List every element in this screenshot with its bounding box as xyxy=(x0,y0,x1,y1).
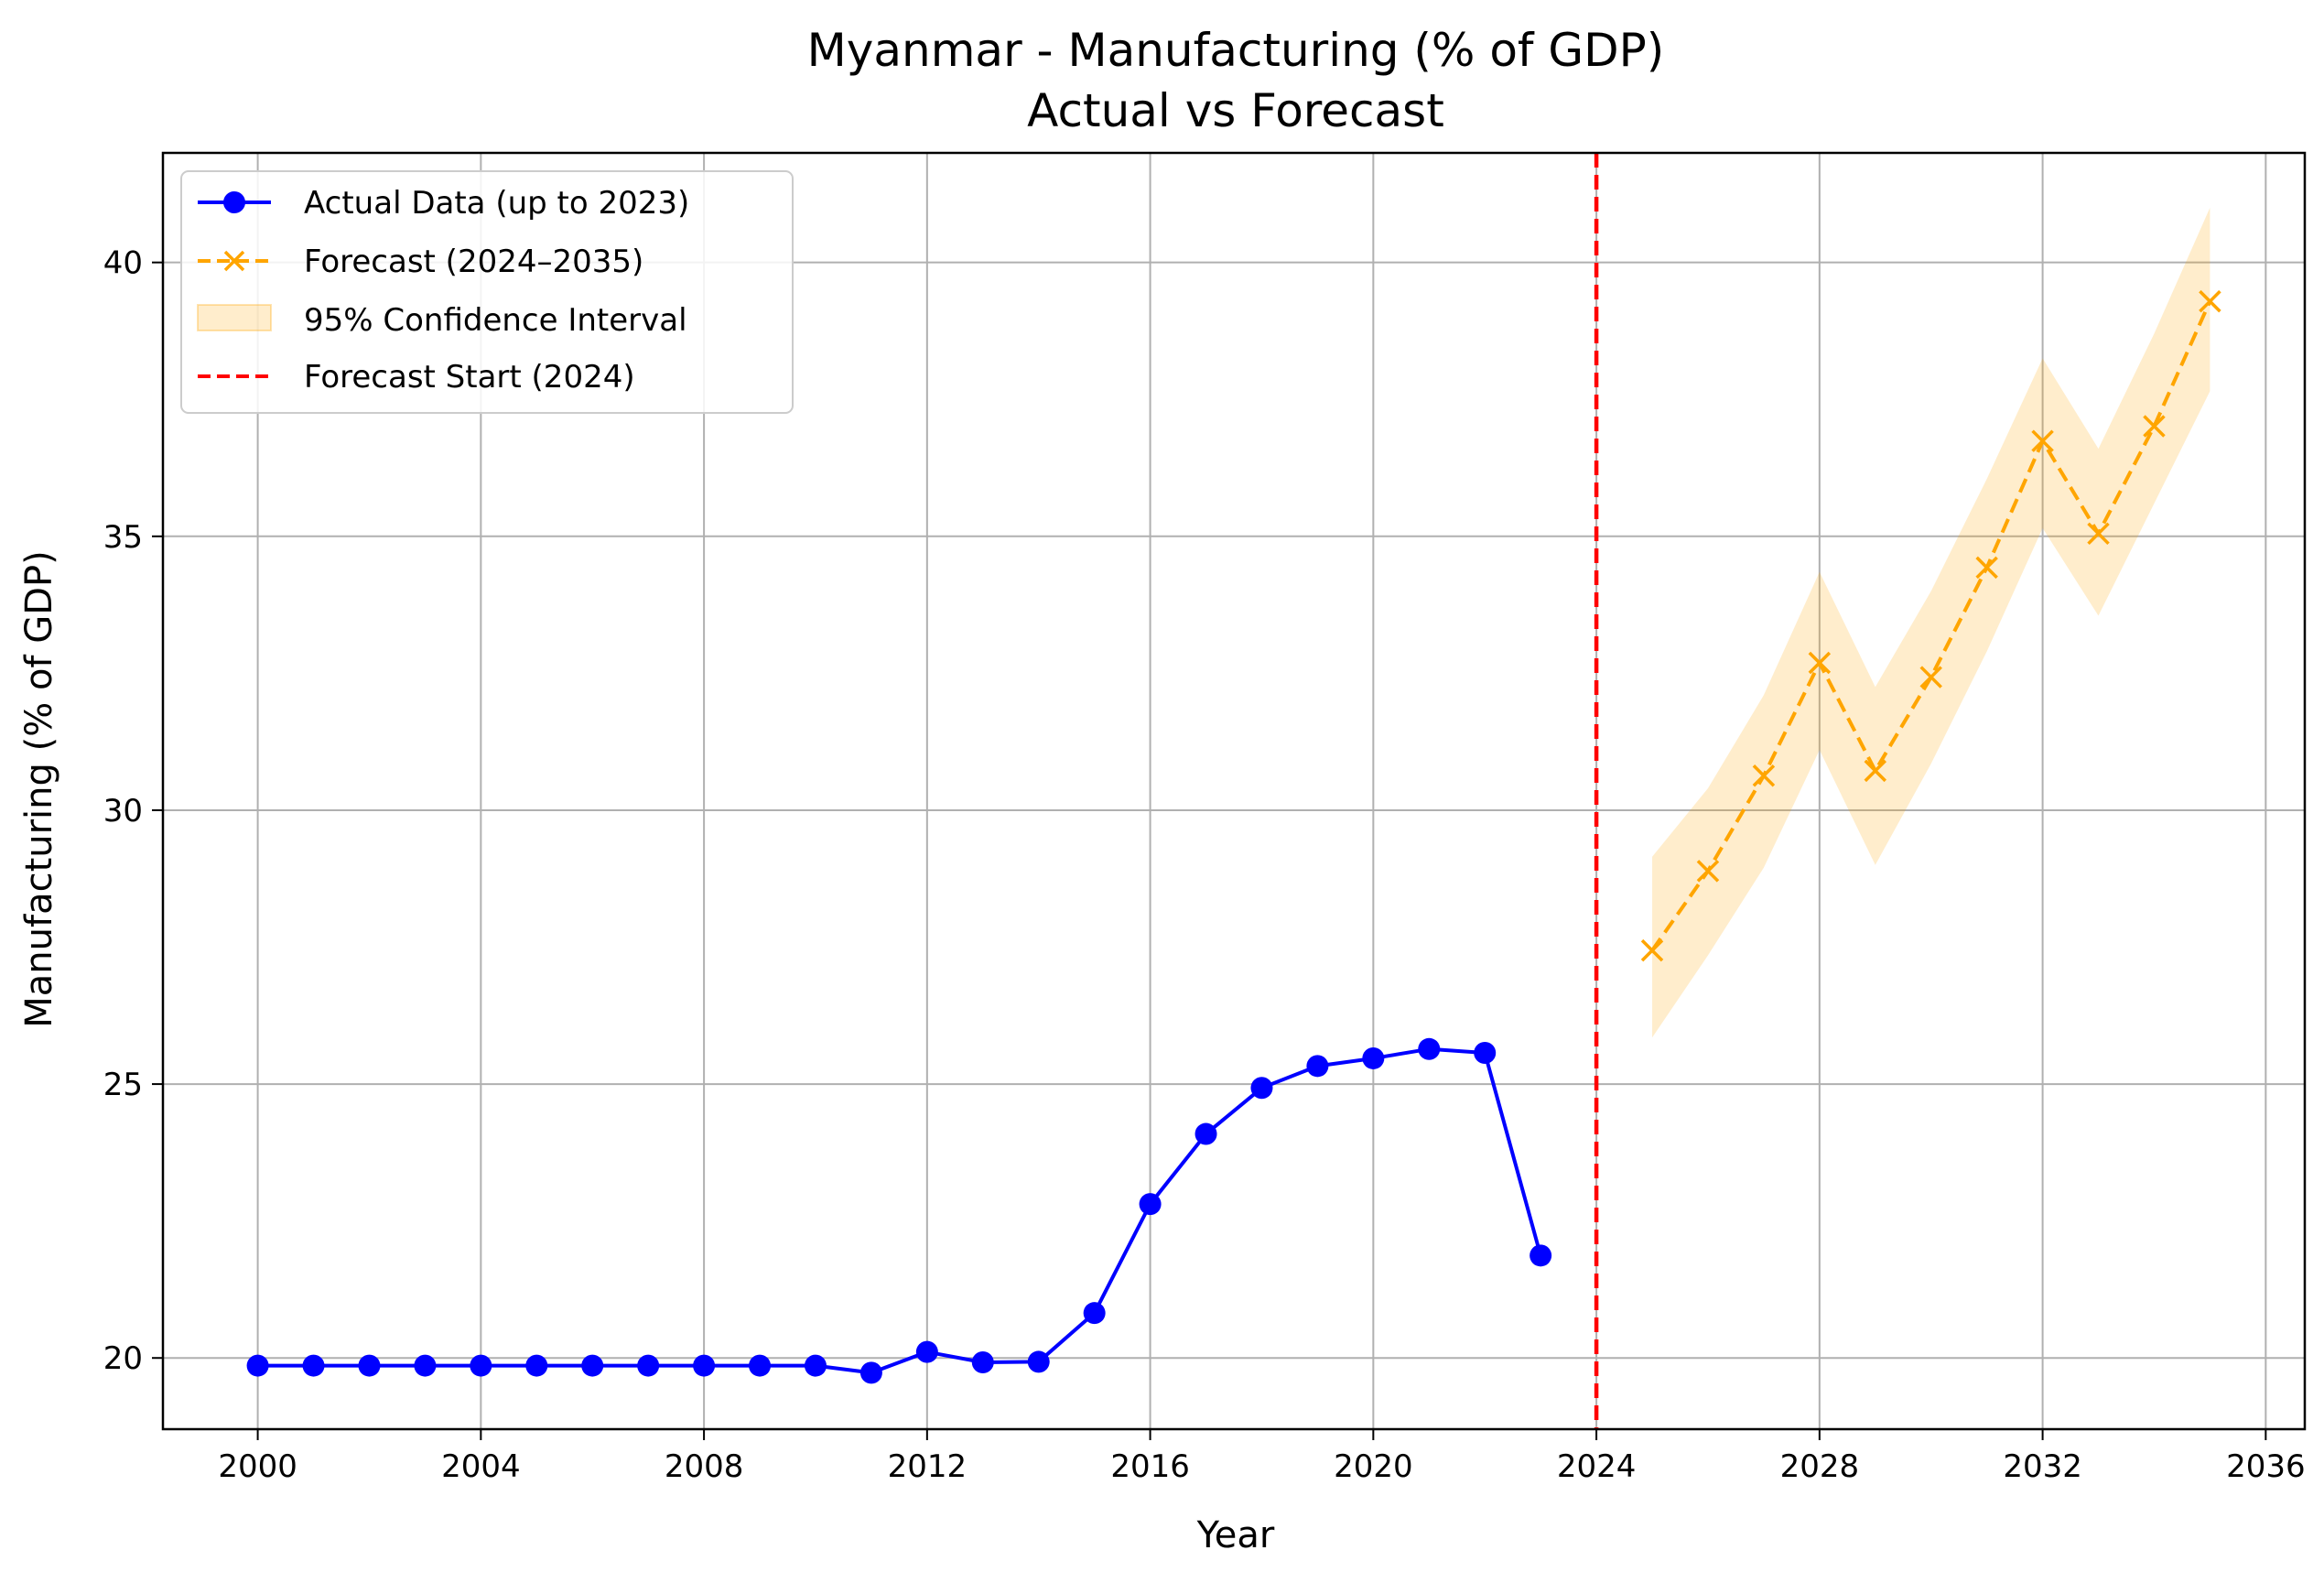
forecast-data-point xyxy=(1640,938,1664,962)
actual-data-point xyxy=(1418,1037,1441,1060)
forecast-data-point xyxy=(1864,759,1887,783)
y-tick-label: 35 xyxy=(103,519,143,556)
legend-vline-label: Forecast Start (2024) xyxy=(304,359,635,396)
legend-box xyxy=(180,170,794,414)
y-tick-label: 30 xyxy=(103,793,143,829)
actual-data-point xyxy=(358,1354,381,1377)
x-tick-label: 2032 xyxy=(2003,1448,2082,1485)
legend-actual-label: Actual Data (up to 2023) xyxy=(304,185,689,222)
x-tick-label: 2000 xyxy=(218,1448,297,1485)
actual-data-point xyxy=(637,1354,660,1377)
actual-data-point xyxy=(1362,1046,1385,1069)
series-markers xyxy=(246,289,2221,1384)
actual-data-point xyxy=(302,1354,325,1377)
actual-data-point xyxy=(1139,1193,1162,1216)
actual-data-point xyxy=(971,1351,994,1374)
chart-title: Myanmar - Manufacturing (% of GDP) xyxy=(807,24,1665,77)
legend-ci-swatch xyxy=(197,304,272,331)
legend-ci-label: 95% Confidence Interval xyxy=(304,302,687,339)
y-tick-label: 25 xyxy=(103,1067,143,1103)
confidence-band xyxy=(1652,207,2211,1038)
confidence-interval-band xyxy=(1652,207,2211,1038)
axis-ticks: 2000 2004 2008 2012 2016 2020 2024 2028 2032 2036… xyxy=(103,245,2306,1485)
forecast-data-point xyxy=(1919,666,1942,688)
x-tick-label: 2012 xyxy=(888,1448,967,1485)
forecast-data-point xyxy=(2031,429,2054,452)
legend-forecast-label: Forecast (2024–2035) xyxy=(304,244,643,280)
legend: Actual Data (up to 2023) Forecast (2024–… xyxy=(180,170,794,414)
actual-data-point xyxy=(749,1354,772,1377)
actual-data-point xyxy=(525,1354,548,1377)
y-tick-label: 40 xyxy=(103,245,143,282)
x-tick-label: 2024 xyxy=(1557,1448,1637,1485)
forecast-data-point xyxy=(2087,522,2110,546)
actual-data-point xyxy=(1083,1302,1106,1325)
x-tick-label: 2004 xyxy=(441,1448,521,1485)
grid-lines xyxy=(163,153,2305,1429)
x-axis-label: Year xyxy=(1196,1514,1275,1556)
actual-data-point xyxy=(859,1361,882,1384)
actual-data-point xyxy=(246,1354,269,1377)
y-axis-label: Manufacturing (% of GDP) xyxy=(18,550,60,1027)
x-tick-label: 2016 xyxy=(1110,1448,1190,1485)
actual-data-point xyxy=(693,1354,716,1377)
actual-data-point xyxy=(1027,1350,1050,1373)
forecast-data-point xyxy=(2199,289,2221,313)
actual-data-point xyxy=(1250,1077,1273,1100)
actual-data-point xyxy=(1530,1244,1552,1267)
plot-frame xyxy=(161,151,2307,1431)
forecast-data-point xyxy=(1975,556,1998,580)
x-tick-label: 2008 xyxy=(665,1448,744,1485)
actual-data-point xyxy=(470,1354,492,1377)
forecast-data-point xyxy=(1696,860,1720,883)
forecast-data-point xyxy=(1752,764,1776,787)
series-lines xyxy=(257,300,2212,1375)
x-tick-label: 2036 xyxy=(2226,1448,2306,1485)
legend-actual-marker xyxy=(223,191,245,213)
actual-data-point xyxy=(581,1354,604,1377)
actual-data-point xyxy=(1194,1122,1217,1145)
actual-data-point xyxy=(1306,1055,1329,1078)
chart-subtitle: Actual vs Forecast xyxy=(1027,84,1444,137)
y-tick-label: 20 xyxy=(103,1340,143,1377)
actual-data-point xyxy=(1474,1041,1497,1064)
forecast-data-point xyxy=(1808,651,1832,675)
actual-data-point xyxy=(804,1354,827,1377)
actual-series-line xyxy=(257,1046,1543,1375)
legend-forecast-marker xyxy=(223,250,245,272)
x-tick-label: 2028 xyxy=(1780,1448,1860,1485)
actual-data-point xyxy=(915,1340,938,1363)
forecast-data-point xyxy=(2143,415,2166,438)
actual-data-point xyxy=(414,1354,437,1377)
x-tick-label: 2020 xyxy=(1334,1448,1413,1485)
